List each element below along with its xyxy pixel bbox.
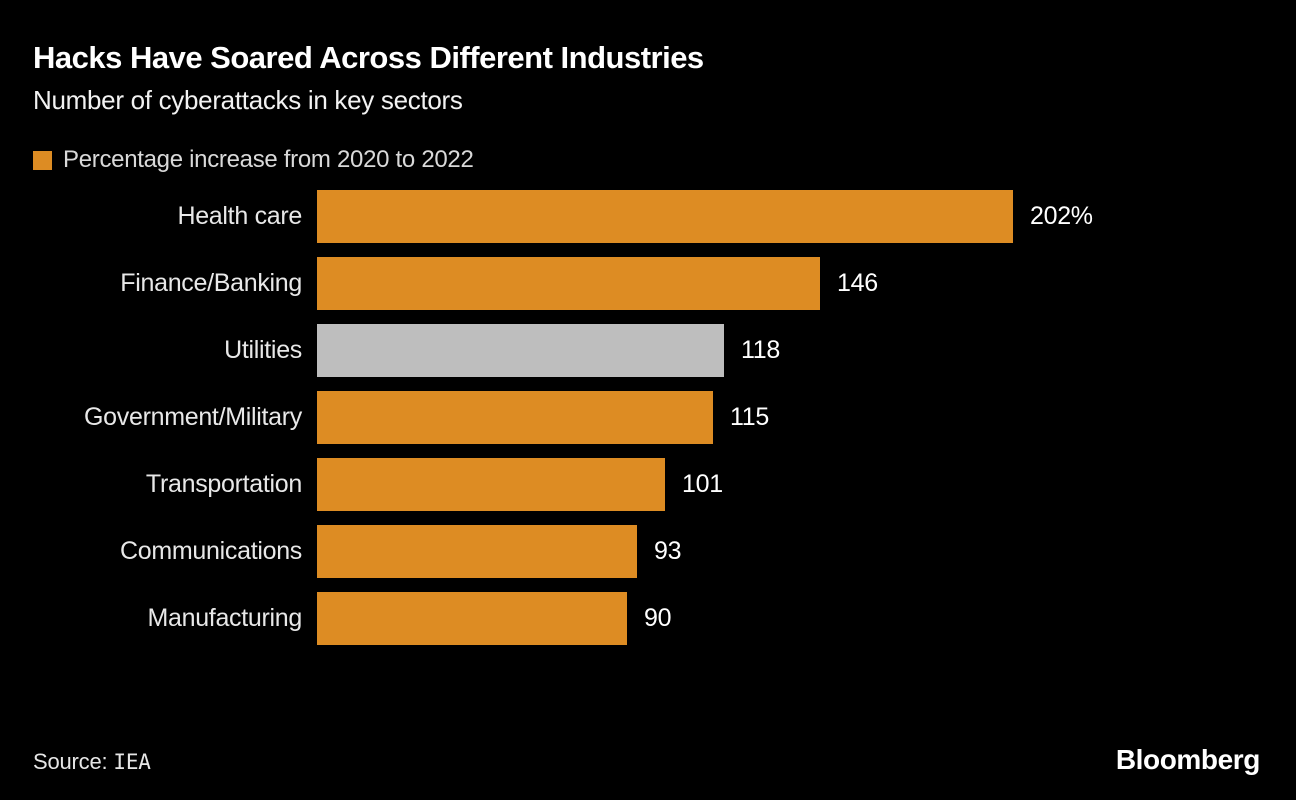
bar-area: 118 [302, 324, 1296, 377]
bar-area: 146 [302, 257, 1296, 310]
value-label: 202% [1030, 202, 1093, 230]
value-label: 101 [682, 470, 723, 498]
category-label: Utilities [224, 336, 302, 364]
bar [317, 592, 627, 645]
category-label: Communications [120, 537, 302, 565]
bar [317, 458, 665, 511]
value-label: 93 [654, 537, 682, 565]
chart-subtitle: Number of cyberattacks in key sectors [33, 85, 463, 115]
source-prefix: Source: [33, 749, 108, 774]
chart-header: Hacks Have Soared Across Different Indus… [33, 40, 704, 116]
chart-row: Government/Military 115 [0, 391, 1296, 444]
value-label: 118 [741, 336, 780, 364]
chart-title: Hacks Have Soared Across Different Indus… [33, 40, 704, 75]
legend-label: Percentage increase from 2020 to 2022 [63, 146, 474, 173]
bar [317, 257, 820, 310]
bar-area: 93 [302, 525, 1296, 578]
value-label: 146 [837, 269, 878, 297]
legend-swatch-icon [33, 150, 52, 170]
source-value: IEA [113, 750, 151, 774]
category-label: Manufacturing [147, 604, 302, 632]
chart-row: Communications 93 [0, 525, 1296, 578]
bar-area: 90 [302, 592, 1296, 645]
bar [317, 324, 724, 377]
chart-row: Manufacturing 90 [0, 592, 1296, 645]
bar [317, 391, 713, 444]
category-label: Health care [177, 202, 302, 230]
value-label: 115 [730, 403, 769, 431]
category-label: Transportation [145, 470, 302, 498]
chart-row: Transportation 101 [0, 458, 1296, 511]
chart-footer: Source: IEA Bloomberg [33, 744, 1260, 776]
chart-row: Utilities 118 [0, 324, 1296, 377]
chart-row: Health care 202% [0, 190, 1296, 243]
chart-row: Finance/Banking 146 [0, 257, 1296, 310]
category-label: Government/Military [84, 403, 302, 431]
bar-area: 115 [302, 391, 1296, 444]
bar-area: 101 [302, 458, 1296, 511]
bar-area: 202% [302, 190, 1296, 243]
chart-legend: Percentage increase from 2020 to 2022 [33, 146, 474, 174]
source-note: Source: IEA [33, 749, 151, 775]
category-label: Finance/Banking [120, 269, 302, 297]
bar [317, 190, 1013, 243]
bloomberg-logo: Bloomberg [1115, 744, 1261, 775]
bar-chart: Health care 202% Finance/Banking 146 Utiliti… [0, 190, 1296, 645]
bar [317, 525, 637, 578]
value-label: 90 [644, 604, 672, 632]
